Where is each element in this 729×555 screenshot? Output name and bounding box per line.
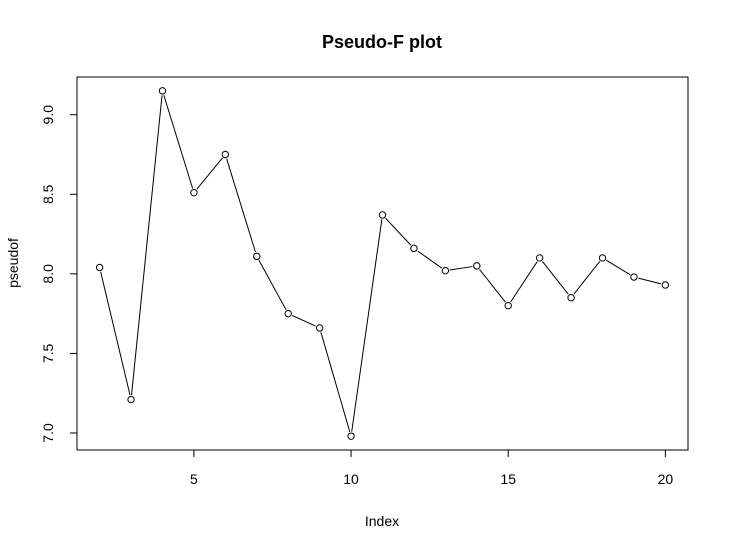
y-tick-label: 9.0 bbox=[40, 105, 56, 125]
x-axis: 5 10 15 20 bbox=[190, 449, 674, 487]
x-tick-label: 20 bbox=[658, 471, 674, 487]
series-line-segment bbox=[479, 269, 506, 303]
series-line-segment bbox=[292, 315, 316, 327]
series-line-segment bbox=[226, 158, 256, 253]
data-point bbox=[190, 188, 198, 197]
y-tick-label: 7.5 bbox=[40, 343, 56, 363]
x-tick-label: 10 bbox=[343, 471, 359, 487]
data-point bbox=[127, 395, 135, 404]
y-axis-label: pseudof bbox=[5, 238, 21, 288]
series-line-segment bbox=[417, 250, 442, 269]
plot-frame bbox=[76, 76, 689, 451]
series-line-segment bbox=[573, 261, 601, 295]
series-line-segment bbox=[638, 277, 662, 285]
data-point bbox=[284, 309, 292, 318]
x-axis-label: Index bbox=[365, 513, 399, 529]
series-line-segment bbox=[542, 261, 569, 295]
series-line-segment bbox=[100, 271, 131, 396]
series-line-segment bbox=[510, 261, 538, 303]
x-tick-label: 5 bbox=[190, 471, 198, 487]
series-line-segment bbox=[351, 219, 383, 432]
data-point bbox=[598, 254, 607, 262]
series-line-segment bbox=[131, 95, 163, 396]
y-tick-label: 8.0 bbox=[40, 264, 56, 284]
data-point bbox=[473, 262, 481, 270]
data-point bbox=[315, 324, 324, 332]
series-line-segment bbox=[606, 259, 631, 276]
data-point bbox=[221, 150, 230, 159]
data-point bbox=[347, 432, 355, 440]
series-line-segment bbox=[449, 266, 473, 271]
data-point bbox=[441, 266, 450, 275]
data-point bbox=[567, 294, 575, 302]
data-point bbox=[661, 281, 670, 289]
data-point bbox=[504, 301, 512, 310]
series-line-segment bbox=[385, 217, 412, 246]
data-point bbox=[410, 244, 418, 253]
data-point bbox=[158, 87, 167, 95]
x-tick-label: 15 bbox=[500, 471, 516, 487]
series-line-segment bbox=[196, 157, 223, 190]
chart-title: Pseudo-F plot bbox=[322, 32, 442, 52]
data-point bbox=[630, 273, 638, 281]
y-tick-label: 8.5 bbox=[40, 184, 56, 204]
series-layer bbox=[95, 87, 670, 440]
data-point bbox=[535, 254, 544, 262]
data-point bbox=[378, 211, 387, 219]
series-line-segment bbox=[320, 332, 351, 432]
y-tick-label: 7.0 bbox=[40, 423, 56, 443]
data-point bbox=[95, 263, 104, 272]
data-point bbox=[253, 252, 261, 261]
series-line-segment bbox=[163, 94, 194, 189]
y-axis: 7.0 7.5 8.0 8.5 9.0 bbox=[40, 105, 78, 443]
series-line-segment bbox=[258, 260, 287, 310]
